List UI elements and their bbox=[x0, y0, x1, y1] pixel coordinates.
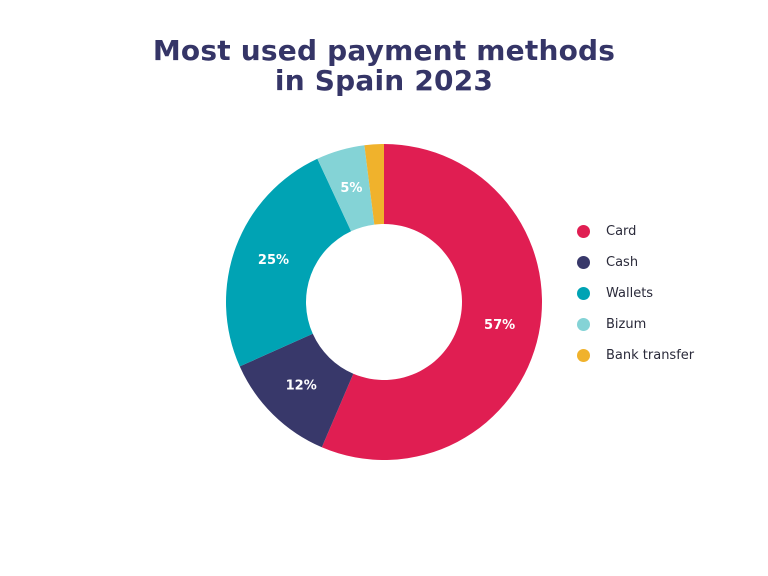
legend-swatch-card bbox=[577, 225, 590, 238]
legend-label-wallets: Wallets bbox=[606, 286, 654, 301]
legend-label-cash: Cash bbox=[606, 255, 639, 270]
legend-item-bank-transfer: Bank transfer bbox=[577, 340, 694, 371]
legend-item-wallets: Wallets bbox=[577, 278, 694, 309]
legend-swatch-wallets bbox=[577, 287, 590, 300]
slice-wallets bbox=[225, 158, 352, 367]
legend-label-card: Card bbox=[606, 224, 637, 239]
legend-item-bizum: Bizum bbox=[577, 309, 694, 340]
slice-card bbox=[321, 144, 543, 461]
chart-title-line-2: in Spain 2023 bbox=[274, 64, 494, 97]
legend-swatch-bizum bbox=[577, 318, 590, 331]
legend-item-cash: Cash bbox=[577, 247, 694, 278]
chart-legend: Card Cash Wallets Bizum Bank transfer bbox=[577, 216, 694, 371]
data-label-cash: 12% bbox=[286, 379, 317, 394]
legend-label-bank-transfer: Bank transfer bbox=[606, 348, 695, 363]
legend-label-bizum: Bizum bbox=[606, 317, 647, 332]
chart-title-line-1: Most used payment methods bbox=[152, 34, 616, 67]
slice-cash bbox=[239, 333, 354, 448]
data-label-bizum: 5% bbox=[340, 181, 362, 196]
legend-swatch-cash bbox=[577, 256, 590, 269]
slice-bank-transfer bbox=[364, 144, 384, 225]
legend-swatch-bank-transfer bbox=[577, 349, 590, 362]
data-label-wallets: 25% bbox=[258, 253, 289, 268]
legend-item-card: Card bbox=[577, 216, 694, 247]
chart-title: Most used payment methods in Spain 2023 bbox=[0, 36, 768, 96]
data-label-card: 57% bbox=[484, 318, 515, 333]
slice-bizum bbox=[317, 145, 375, 232]
